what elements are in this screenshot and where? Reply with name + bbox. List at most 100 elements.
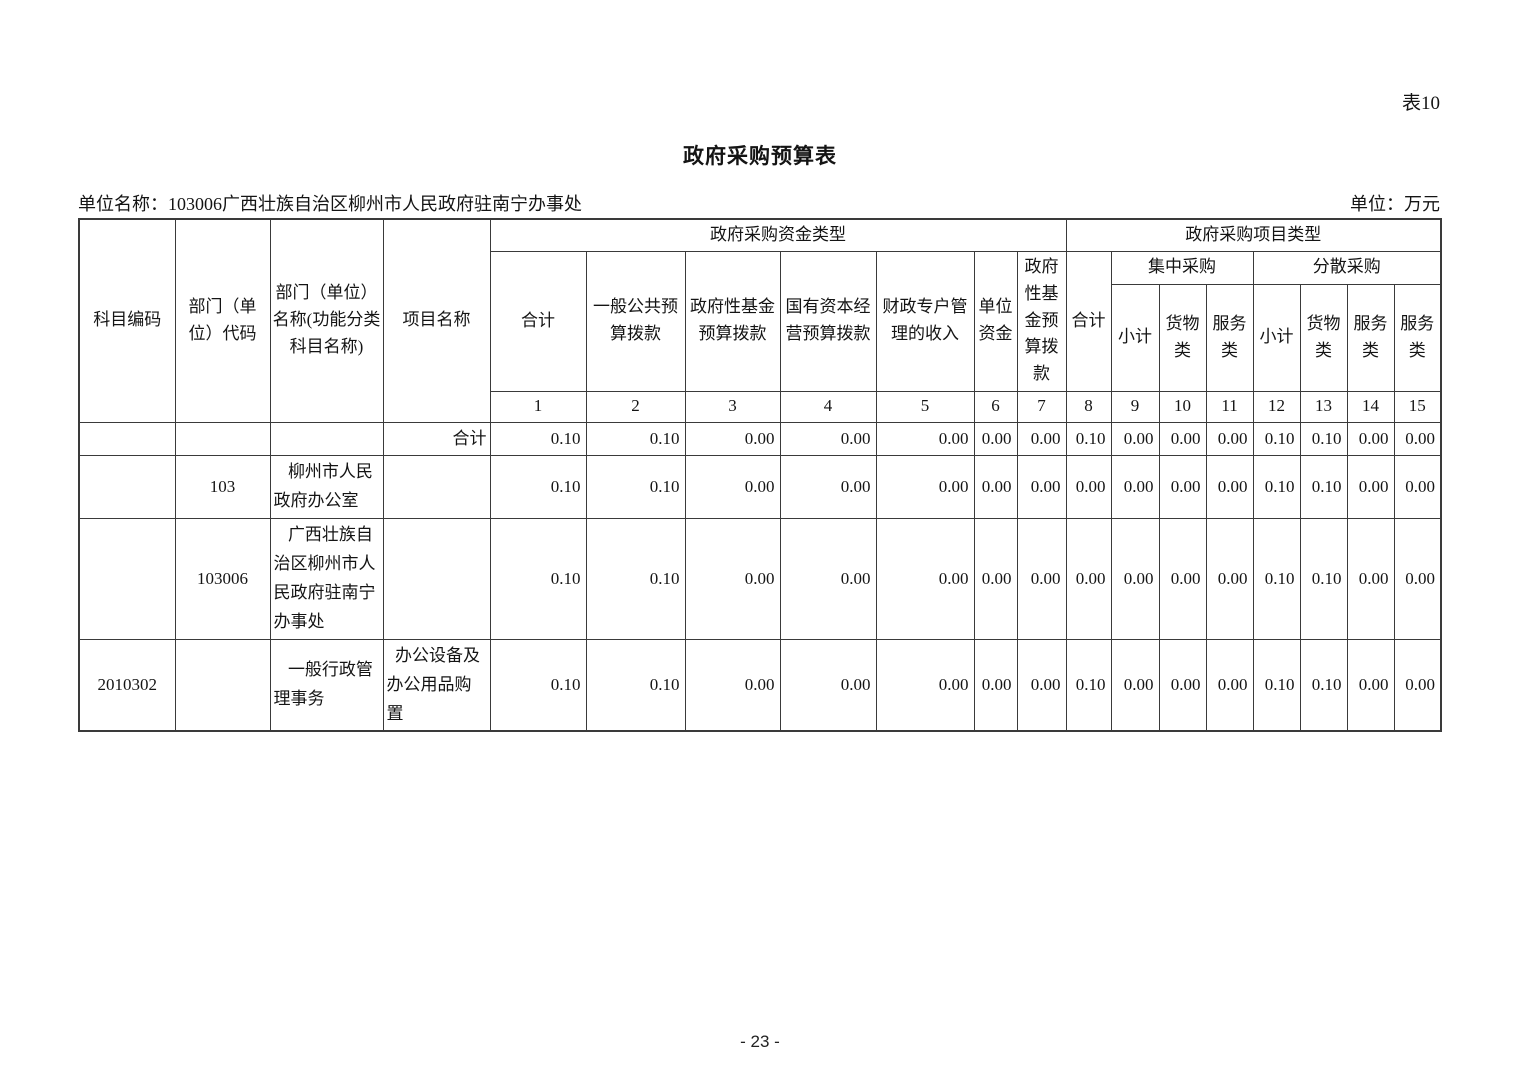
meta-row: 单位名称：103006广西壮族自治区柳州市人民政府驻南宁办事处 单位：万元 bbox=[78, 190, 1440, 216]
cell-project-name: 合计 bbox=[382, 421, 491, 457]
cell-value: 0.00 bbox=[1110, 518, 1160, 640]
col-number: 5 bbox=[875, 390, 975, 423]
cell-value: 0.00 bbox=[779, 455, 877, 520]
col-number: 10 bbox=[1158, 390, 1207, 423]
cell-value: 0.10 bbox=[489, 638, 587, 732]
cell-value: 0.00 bbox=[1205, 421, 1254, 457]
header-centralized-group: 集中采购 bbox=[1110, 250, 1254, 285]
header-project-group: 政府采购项目类型 bbox=[1065, 218, 1442, 252]
cell-value: 0.00 bbox=[1158, 638, 1207, 732]
cell-value: 0.00 bbox=[973, 518, 1018, 640]
cell-value: 0.00 bbox=[1016, 421, 1067, 457]
cell-value: 0.10 bbox=[1252, 421, 1301, 457]
header-fund-group: 政府采购资金类型 bbox=[489, 218, 1067, 252]
header-decentralized-group: 分散采购 bbox=[1252, 250, 1442, 285]
cell-value: 0.00 bbox=[875, 638, 975, 732]
cell-value: 0.10 bbox=[489, 421, 587, 457]
cell-dept-code: 103006 bbox=[174, 518, 271, 640]
cell-value: 0.10 bbox=[1252, 455, 1301, 520]
cell-value: 0.00 bbox=[1393, 638, 1442, 732]
cell-value: 0.00 bbox=[1346, 421, 1395, 457]
cell-value: 0.10 bbox=[489, 518, 587, 640]
cell-dept-code bbox=[174, 421, 271, 457]
cell-value: 0.10 bbox=[1299, 638, 1348, 732]
cell-value: 0.00 bbox=[973, 421, 1018, 457]
table-row: 103006 广西壮族自治区柳州市人民政府驻南宁办事处 0.10 0.10 0.00 0.… bbox=[78, 518, 1442, 640]
cell-project-name: 办公设备及办公用品购置 bbox=[382, 638, 491, 732]
header-fund-gov-fund-narrow: 政府性基金预算拨款 bbox=[1016, 250, 1067, 392]
col-number: 11 bbox=[1205, 390, 1254, 423]
cell-value: 0.00 bbox=[1110, 421, 1160, 457]
cell-value: 0.00 bbox=[779, 518, 877, 640]
cell-value: 0.00 bbox=[779, 421, 877, 457]
table-number-label: 表10 bbox=[1401, 93, 1440, 114]
cell-dept-name: 广西壮族自治区柳州市人民政府驻南宁办事处 bbox=[269, 518, 384, 640]
col-number: 14 bbox=[1346, 390, 1395, 423]
cell-value: 0.00 bbox=[1110, 638, 1160, 732]
col-number: 12 bbox=[1252, 390, 1301, 423]
cell-value: 0.00 bbox=[1158, 455, 1207, 520]
col-number: 7 bbox=[1016, 390, 1067, 423]
header-centralized-goods: 货物类 bbox=[1158, 283, 1207, 392]
column-number-row: 1 2 3 4 5 6 7 8 9 10 11 12 13 14 15 bbox=[79, 390, 1442, 423]
page-title: 政府采购预算表 bbox=[683, 144, 837, 168]
col-number: 6 bbox=[973, 390, 1018, 423]
cell-value: 0.00 bbox=[1158, 518, 1207, 640]
cell-value: 0.00 bbox=[779, 638, 877, 732]
cell-subject-code: 2010302 bbox=[78, 638, 176, 732]
cell-dept-code: 103 bbox=[174, 455, 271, 520]
header-subject-code: 科目编码 bbox=[78, 218, 176, 423]
col-number: 1 bbox=[489, 390, 587, 423]
cell-value: 0.00 bbox=[1016, 518, 1067, 640]
cell-value: 0.10 bbox=[489, 455, 587, 520]
cell-value: 0.00 bbox=[973, 455, 1018, 520]
cell-value: 0.00 bbox=[1205, 455, 1254, 520]
cell-value: 0.00 bbox=[1205, 638, 1254, 732]
cell-value: 0.10 bbox=[1252, 518, 1301, 640]
header-fund-state-capital: 国有资本经营预算拨款 bbox=[779, 250, 877, 392]
header-fund-unit-funds: 单位资金 bbox=[973, 250, 1018, 392]
header-fund-gov-fund: 政府性基金预算拨款 bbox=[684, 250, 781, 392]
cell-dept-code bbox=[174, 638, 271, 732]
table-header: 科目编码 部门（单位）代码 部门（单位）名称(功能分类科目名称) 项目名称 政府… bbox=[78, 218, 1442, 423]
header-dept-name: 部门（单位）名称(功能分类科目名称) bbox=[269, 218, 384, 423]
cell-value: 0.00 bbox=[1065, 518, 1112, 640]
cell-value: 0.10 bbox=[585, 421, 686, 457]
table-row: 103 柳州市人民政府办公室 0.10 0.10 0.00 0.00 0.00 0.00 0.0… bbox=[78, 455, 1442, 520]
cell-value: 0.10 bbox=[1252, 638, 1301, 732]
cell-value: 0.00 bbox=[1346, 518, 1395, 640]
header-decentralized-services: 服务类 bbox=[1346, 283, 1395, 392]
cell-value: 0.10 bbox=[585, 455, 686, 520]
cell-value: 0.00 bbox=[1158, 421, 1207, 457]
cell-subject-code bbox=[78, 518, 176, 640]
cell-value: 0.00 bbox=[1205, 518, 1254, 640]
cell-project-name bbox=[382, 518, 491, 640]
cell-value: 0.10 bbox=[1299, 421, 1348, 457]
cell-dept-name: 柳州市人民政府办公室 bbox=[269, 455, 384, 520]
header-project-total: 合计 bbox=[1065, 250, 1112, 392]
cell-value: 0.00 bbox=[1346, 638, 1395, 732]
col-number: 2 bbox=[585, 390, 686, 423]
col-number: 8 bbox=[1065, 390, 1112, 423]
cell-value: 0.00 bbox=[684, 638, 781, 732]
header-decentralized-services-2: 服务类 bbox=[1393, 283, 1442, 392]
header-centralized-subtotal: 小计 bbox=[1110, 283, 1160, 392]
cell-dept-name bbox=[269, 421, 384, 457]
header-fund-fiscal-account: 财政专户管理的收入 bbox=[875, 250, 975, 392]
cell-value: 0.00 bbox=[1393, 518, 1442, 640]
header-project-name: 项目名称 bbox=[382, 218, 491, 423]
cell-value: 0.00 bbox=[1346, 455, 1395, 520]
cell-value: 0.00 bbox=[1016, 455, 1067, 520]
unit-name-label: 单位名称：103006广西壮族自治区柳州市人民政府驻南宁办事处 bbox=[78, 194, 582, 214]
page-number: - 23 - bbox=[740, 1032, 780, 1051]
cell-value: 0.00 bbox=[684, 421, 781, 457]
header-fund-general: 一般公共预算拨款 bbox=[585, 250, 686, 392]
cell-value: 0.10 bbox=[1065, 638, 1112, 732]
cell-value: 0.00 bbox=[684, 518, 781, 640]
col-number: 3 bbox=[684, 390, 781, 423]
table-body: 合计 0.10 0.10 0.00 0.00 0.00 0.00 0.00 0.10 0.00 0.… bbox=[78, 421, 1442, 732]
cell-value: 0.00 bbox=[1016, 638, 1067, 732]
cell-value: 0.10 bbox=[1065, 421, 1112, 457]
table-row: 合计 0.10 0.10 0.00 0.00 0.00 0.00 0.00 0.10 0.00 0.… bbox=[78, 421, 1442, 457]
header-decentralized-subtotal: 小计 bbox=[1252, 283, 1301, 392]
